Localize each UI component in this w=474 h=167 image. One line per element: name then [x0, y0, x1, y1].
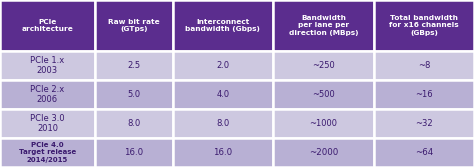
Bar: [273, 0, 374, 51]
Text: PCIe 1.x
2003: PCIe 1.x 2003: [30, 56, 64, 75]
Bar: [374, 80, 474, 109]
Bar: [273, 80, 374, 109]
Bar: [95, 109, 173, 138]
Bar: [173, 51, 273, 80]
Text: 5.0: 5.0: [128, 90, 140, 99]
Text: 2.5: 2.5: [128, 61, 140, 70]
Bar: [173, 109, 273, 138]
Text: Raw bit rate
(GTps): Raw bit rate (GTps): [108, 19, 160, 32]
Bar: [173, 80, 273, 109]
Bar: [95, 51, 173, 80]
Text: 8.0: 8.0: [216, 119, 229, 128]
Bar: [173, 138, 273, 167]
Bar: [95, 138, 173, 167]
Text: ~250: ~250: [312, 61, 335, 70]
Bar: [0, 0, 95, 51]
Text: PCIe
architecture: PCIe architecture: [21, 19, 73, 32]
Bar: [0, 109, 95, 138]
Text: 4.0: 4.0: [216, 90, 229, 99]
Bar: [95, 80, 173, 109]
Bar: [273, 109, 374, 138]
Bar: [0, 138, 95, 167]
Text: ~64: ~64: [415, 148, 433, 157]
Bar: [374, 0, 474, 51]
Bar: [273, 51, 374, 80]
Text: ~2000: ~2000: [309, 148, 338, 157]
Text: 2.0: 2.0: [216, 61, 229, 70]
Text: 16.0: 16.0: [213, 148, 232, 157]
Text: Bandwidth
per lane per
direction (MBps): Bandwidth per lane per direction (MBps): [289, 15, 358, 36]
Text: Interconnect
bandwidth (Gbps): Interconnect bandwidth (Gbps): [185, 19, 260, 32]
Text: PCIe 2.x
2006: PCIe 2.x 2006: [30, 85, 64, 104]
Text: 8.0: 8.0: [128, 119, 140, 128]
Bar: [0, 80, 95, 109]
Text: ~32: ~32: [415, 119, 433, 128]
Text: 16.0: 16.0: [124, 148, 144, 157]
Bar: [173, 0, 273, 51]
Text: PCIe 3.0
2010: PCIe 3.0 2010: [30, 114, 65, 133]
Bar: [273, 138, 374, 167]
Text: ~8: ~8: [418, 61, 430, 70]
Bar: [374, 138, 474, 167]
Text: Total bandwidth
for x16 channels
(GBps): Total bandwidth for x16 channels (GBps): [390, 15, 459, 36]
Text: ~1000: ~1000: [310, 119, 337, 128]
Bar: [374, 109, 474, 138]
Text: ~16: ~16: [415, 90, 433, 99]
Text: ~500: ~500: [312, 90, 335, 99]
Text: PCIe 4.0
Target release
2014/2015: PCIe 4.0 Target release 2014/2015: [19, 142, 76, 163]
Bar: [95, 0, 173, 51]
Bar: [0, 51, 95, 80]
Bar: [374, 51, 474, 80]
